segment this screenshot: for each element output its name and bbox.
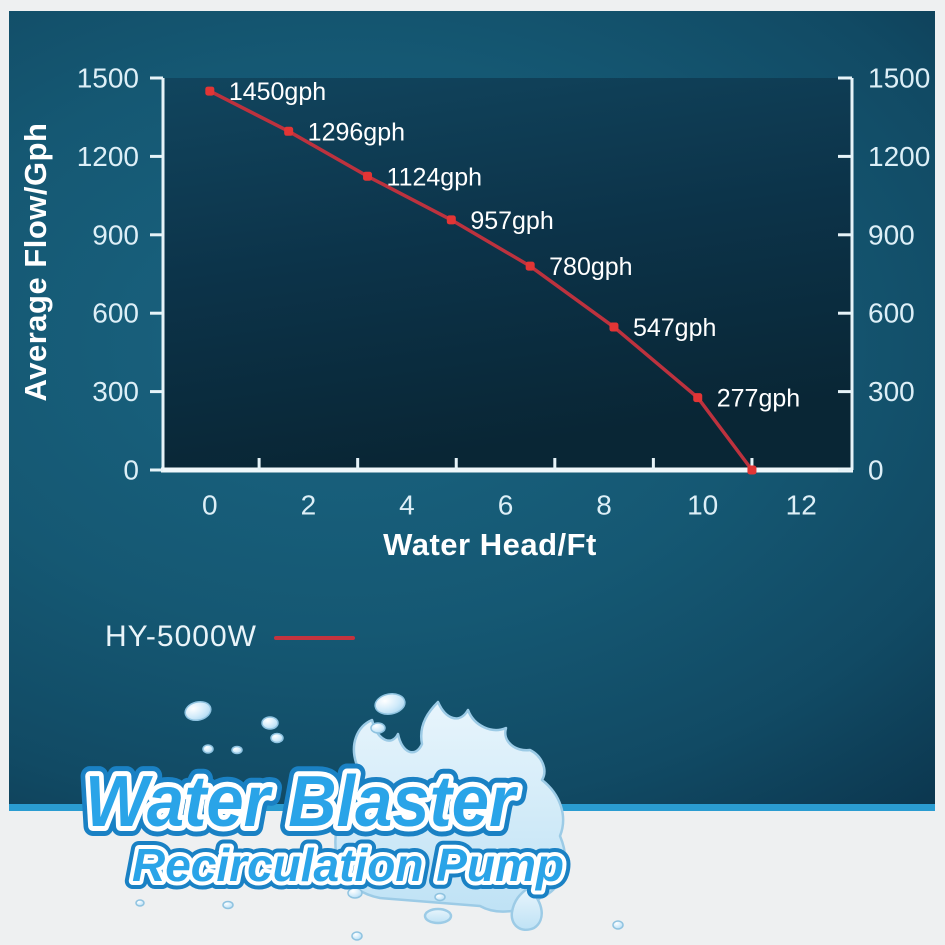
curve-point (205, 86, 215, 96)
legend-line-swatch (273, 636, 355, 640)
point-label: 780gph (549, 253, 632, 281)
curve-point (363, 171, 373, 181)
curve-point (609, 322, 619, 332)
y-tick-label-right: 0 (868, 455, 884, 486)
x-tick-label: 10 (687, 490, 718, 521)
point-label: 957gph (470, 207, 553, 235)
water-blaster-logo: Water Blaster Recirculation Pump Water B… (75, 693, 624, 941)
plot-area (163, 78, 852, 470)
y-axis-title: Average Flow/Gph (18, 122, 53, 402)
x-tick-label: 8 (596, 490, 612, 521)
y-tick-label-right: 300 (868, 376, 915, 407)
flow-curve (209, 89, 754, 472)
y-tick-label-right: 1500 (868, 63, 930, 94)
point-label: 1124gph (387, 163, 482, 191)
y-tick-label-left: 1200 (77, 141, 139, 172)
y-tick-label-left: 0 (123, 455, 139, 486)
x-tick-label: 12 (786, 490, 817, 521)
water-droplets (135, 693, 624, 941)
x-tick-label: 2 (301, 490, 317, 521)
x-tick-label: 4 (399, 490, 415, 521)
legend: HY-5000W (105, 619, 355, 655)
y-tick-label-left: 900 (92, 219, 139, 250)
y-tick-label-left: 300 (92, 376, 139, 407)
logo-line2: Recirculation Pump (132, 839, 564, 891)
logo-line2-outline: Recirculation Pump (132, 839, 564, 891)
flow-curve-chart: 1450gph 1296gph 1124gph 957gph 780gph 547gph 2… (77, 63, 931, 521)
point-label: 1450gph (229, 78, 326, 106)
y-tick-label-right: 600 (868, 298, 915, 329)
logo-line1-outline: Water Blaster (85, 762, 519, 842)
point-label: 547gph (633, 314, 716, 342)
point-label: 1296gph (308, 118, 405, 146)
curve-point (525, 261, 535, 271)
curve-point (693, 393, 703, 403)
legend-label: HY-5000W (105, 620, 257, 653)
x-tick-label: 0 (202, 490, 218, 521)
chart-panel: 1450gph 1296gph 1124gph 957gph 780gph 547gph 2… (9, 11, 935, 804)
y-tick-label-left: 1500 (77, 63, 139, 94)
y-tick-label-right: 1200 (868, 141, 930, 172)
curve-point (747, 465, 757, 475)
x-tick-label: 6 (498, 490, 514, 521)
y-tick-label-left: 600 (92, 298, 139, 329)
x-axis-title: Water Head/Ft (383, 527, 597, 562)
water-splash-graphic (333, 700, 567, 931)
point-label: 277gph (717, 385, 800, 413)
logo-line1: Water Blaster (85, 762, 519, 842)
y-tick-label-right: 900 (868, 219, 915, 250)
curve-point (446, 215, 456, 225)
curve-point (284, 126, 294, 136)
